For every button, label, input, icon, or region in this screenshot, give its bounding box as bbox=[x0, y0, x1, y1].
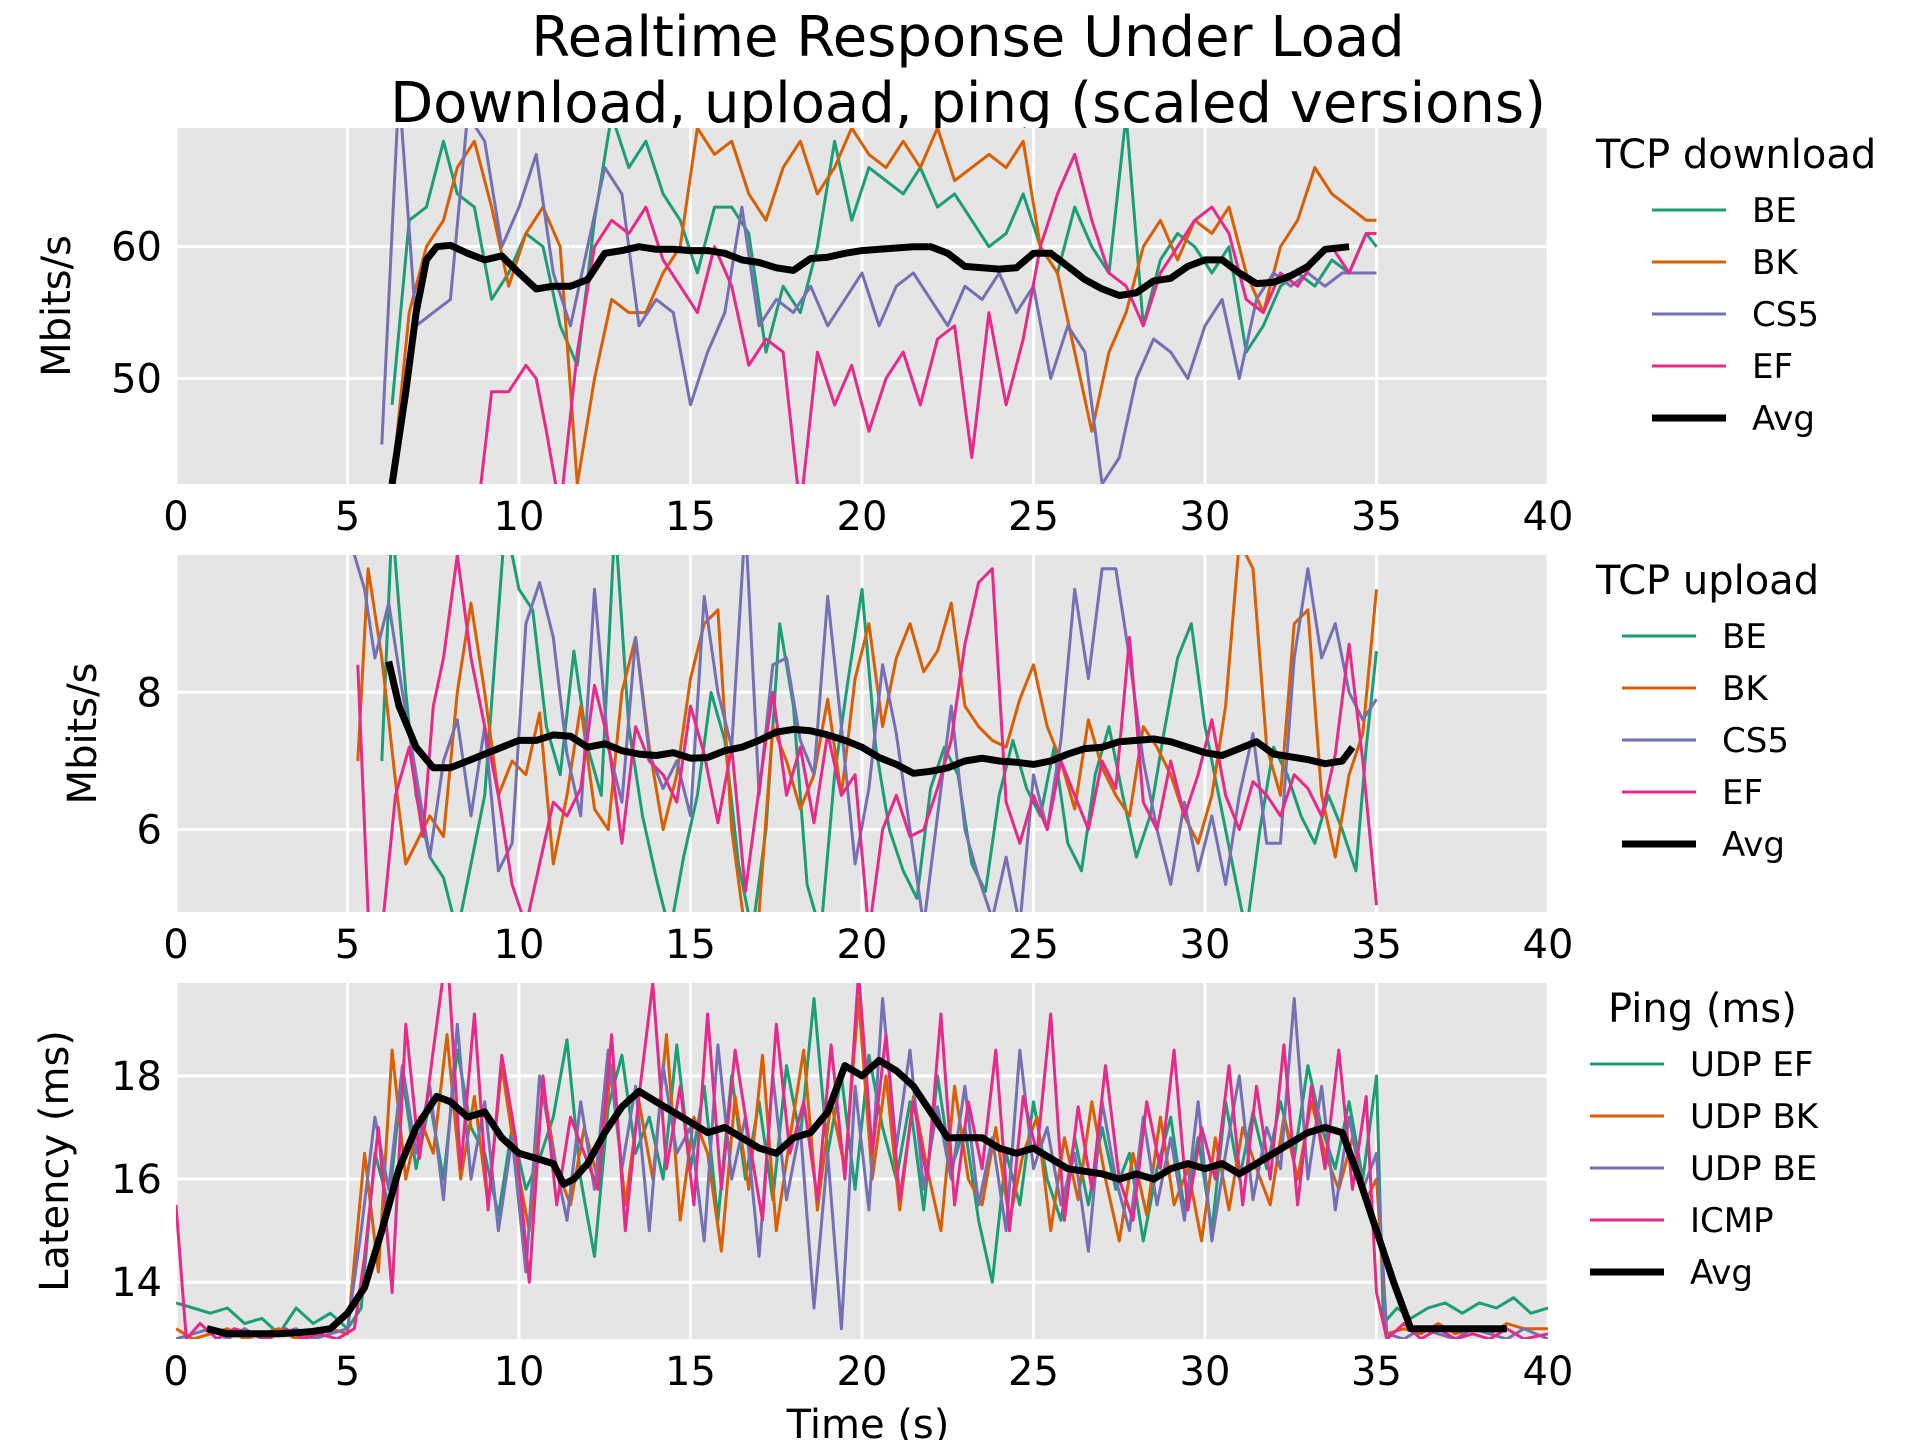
legend-ping: Ping (ms) UDP EF UDP BK UDP BE ICMP Avg bbox=[1590, 986, 1820, 1293]
x-tick-label: 5 bbox=[335, 922, 360, 968]
legend-label: Avg bbox=[1722, 825, 1785, 865]
legend-label: CS5 bbox=[1722, 721, 1789, 761]
chart-title-line2: Download, upload, ping (scaled versions) bbox=[390, 71, 1546, 136]
x-tick-label: 10 bbox=[494, 494, 545, 540]
legend-label: BE bbox=[1752, 191, 1797, 231]
series-line-upload-bk bbox=[356, 555, 1378, 912]
panel-download: 0 5 10 15 20 25 30 35 40 50 60 Mbits/s TCP download B… bbox=[34, 128, 1876, 540]
x-tick-label: 5 bbox=[335, 1349, 360, 1395]
x-axis-label: Time (s) bbox=[786, 1402, 950, 1440]
series-line-upload-cs5 bbox=[352, 555, 1378, 912]
series-group-download bbox=[380, 128, 1378, 484]
series-line-download-ef bbox=[479, 152, 1377, 484]
series-line-ping-icmp bbox=[176, 983, 1548, 1339]
y-axis-label-ping: Latency (ms) bbox=[32, 1030, 78, 1292]
x-tick-label: 35 bbox=[1351, 1349, 1402, 1395]
series-line-download-cs5 bbox=[380, 128, 1377, 484]
legend-label: Avg bbox=[1690, 1253, 1753, 1293]
series-line-ping-avg bbox=[206, 1056, 1507, 1338]
legend-label: BK bbox=[1722, 669, 1769, 709]
series-line-ping-udp-bk bbox=[176, 997, 1548, 1339]
legend-label: UDP BE bbox=[1690, 1149, 1817, 1189]
y-tick-label: 60 bbox=[111, 225, 162, 271]
x-tick-label: 35 bbox=[1351, 494, 1402, 540]
x-tick-label: 30 bbox=[1180, 494, 1231, 540]
chart-title-line1: Realtime Response Under Load bbox=[531, 5, 1404, 70]
x-tick-label: 20 bbox=[837, 1349, 888, 1395]
x-tick-label: 20 bbox=[837, 922, 888, 968]
legend-label: EF bbox=[1722, 773, 1763, 813]
legend-title-upload: TCP upload bbox=[1595, 558, 1819, 604]
legend-label: UDP EF bbox=[1690, 1045, 1813, 1085]
x-tick-label: 40 bbox=[1523, 494, 1574, 540]
x-tick-label: 40 bbox=[1523, 1349, 1574, 1395]
legend-upload: TCP upload BE BK CS5 EF Avg bbox=[1595, 558, 1819, 865]
x-tick-label: 30 bbox=[1180, 922, 1231, 968]
y-tick-label: 6 bbox=[137, 808, 162, 854]
legend-label: UDP BK bbox=[1690, 1097, 1820, 1137]
x-tick-label: 25 bbox=[1008, 494, 1059, 540]
series-group-upload bbox=[352, 555, 1378, 912]
series-line-upload-ef bbox=[356, 555, 1378, 912]
y-tick-label: 50 bbox=[111, 357, 162, 403]
y-tick-label: 18 bbox=[111, 1054, 162, 1100]
y-tick-label: 16 bbox=[111, 1157, 162, 1203]
x-tick-label: 35 bbox=[1351, 922, 1402, 968]
x-tick-label: 30 bbox=[1180, 1349, 1231, 1395]
series-group-ping bbox=[176, 983, 1548, 1339]
x-tick-label: 0 bbox=[163, 922, 188, 968]
legend-label: ICMP bbox=[1690, 1201, 1774, 1241]
legend-title-download: TCP download bbox=[1595, 132, 1876, 178]
y-axis-label-download: Mbits/s bbox=[34, 235, 80, 377]
legend-title-ping: Ping (ms) bbox=[1608, 986, 1797, 1032]
legend-label: CS5 bbox=[1752, 295, 1819, 335]
x-tick-label: 20 bbox=[837, 494, 888, 540]
legend-label: BE bbox=[1722, 617, 1767, 657]
panel-ping: 0 5 10 15 20 25 30 35 40 14 16 18 Latency (ms) Ping (… bbox=[32, 983, 1820, 1395]
x-tick-label: 15 bbox=[665, 922, 716, 968]
legend-download: TCP download BE BK CS5 EF Avg bbox=[1595, 132, 1876, 439]
x-tick-label: 10 bbox=[494, 922, 545, 968]
series-line-download-be bbox=[390, 128, 1378, 406]
x-tick-label: 25 bbox=[1008, 922, 1059, 968]
x-tick-label: 10 bbox=[494, 1349, 545, 1395]
x-tick-label: 0 bbox=[163, 494, 188, 540]
legend-label: EF bbox=[1752, 347, 1793, 387]
x-tick-label: 15 bbox=[665, 494, 716, 540]
y-tick-label: 8 bbox=[137, 670, 162, 716]
y-axis-label-upload: Mbits/s bbox=[60, 663, 106, 805]
series-line-download-bk bbox=[390, 128, 1377, 484]
x-tick-label: 5 bbox=[335, 494, 360, 540]
x-tick-label: 25 bbox=[1008, 1349, 1059, 1395]
x-tick-label: 0 bbox=[163, 1349, 188, 1395]
series-line-upload-avg bbox=[385, 660, 1356, 777]
x-tick-label: 40 bbox=[1523, 922, 1574, 968]
panel-upload: 0 5 10 15 20 25 30 35 40 6 8 Mbits/s TCP upload BE BK C… bbox=[60, 555, 1819, 968]
legend-label: BK bbox=[1752, 243, 1799, 283]
y-tick-label: 14 bbox=[111, 1260, 162, 1306]
series-line-download-avg bbox=[388, 241, 1350, 484]
legend-label: Avg bbox=[1752, 399, 1815, 439]
x-tick-label: 15 bbox=[665, 1349, 716, 1395]
